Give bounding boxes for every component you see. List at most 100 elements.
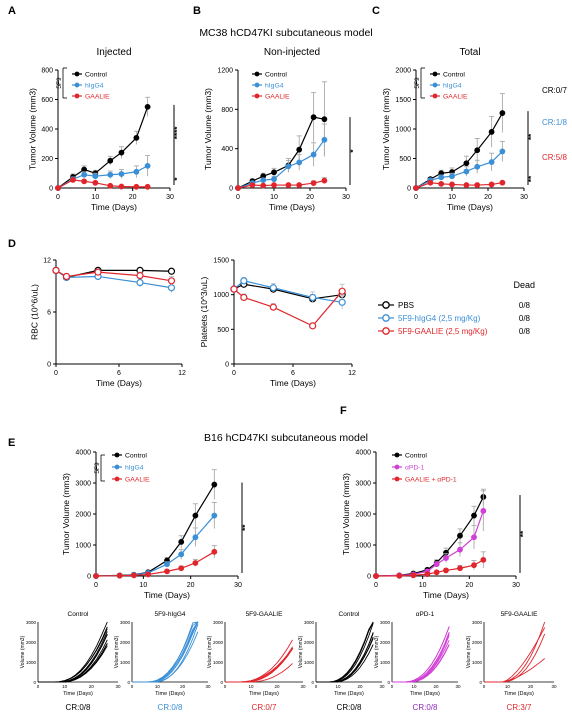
y-tick-label: 0	[479, 680, 482, 685]
cr-label: CR:0/8	[413, 703, 438, 712]
y-tick-label: 2000	[395, 68, 411, 75]
data-point	[285, 163, 292, 170]
data-point	[192, 512, 199, 519]
x-tick-label: 10	[448, 194, 456, 201]
individual-plot-f1: Control 0 1000 2000 3000 0 10 20 30 Time (Days) Vo…	[298, 611, 385, 712]
legend-label: hIgG4	[85, 83, 104, 90]
legend-marker	[394, 476, 400, 482]
x-tick-label: 6	[291, 370, 295, 377]
legend-marker	[382, 301, 390, 309]
data-point	[167, 277, 176, 285]
individual-curve	[225, 646, 293, 683]
x-tick-label: 10	[155, 684, 161, 689]
x-tick-label: 10	[335, 684, 341, 689]
y-axis-label: RBC (10^6/uL)	[30, 284, 40, 340]
data-point	[192, 560, 199, 566]
x-tick-label: 0	[131, 684, 134, 689]
y-tick-label: 4000	[355, 450, 371, 457]
data-point	[310, 114, 317, 121]
data-point	[118, 171, 125, 177]
y-tick-label: 2000	[355, 512, 371, 519]
data-point	[144, 162, 151, 169]
y-tick-label: 0	[387, 680, 390, 685]
data-point	[240, 293, 248, 302]
series-gaalie-pd-1	[373, 551, 487, 579]
cr-label: CR:5/8	[542, 153, 567, 162]
legend-marker	[432, 71, 438, 77]
x-axis-label: Time (Days)	[334, 691, 364, 697]
y-tick-label: 0	[367, 574, 371, 581]
y-tick-label: 2000	[304, 640, 315, 645]
individual-plot-title: 5F9-hIgG4	[154, 611, 185, 618]
y-tick-label: 1000	[213, 292, 229, 299]
individual-plot-title: 5F9-GAALIE	[501, 611, 539, 618]
y-tick-label: 200	[41, 156, 53, 163]
legend-label: hIgG4	[125, 465, 144, 472]
data-point	[81, 178, 88, 185]
y-tick-label: 0	[311, 680, 314, 685]
legend-label: 5F9-GAALIE (2,5 mg/Kg)	[398, 327, 488, 336]
y-tick-label: 4000	[75, 450, 91, 457]
data-point	[488, 129, 495, 135]
data-point	[499, 148, 506, 155]
y-tick-label: 500	[399, 156, 411, 163]
series-line	[375, 496, 484, 577]
data-point	[413, 185, 419, 191]
x-tick-label: 0	[391, 684, 394, 689]
antibody-label: 5F9	[56, 77, 63, 89]
data-point	[133, 183, 140, 190]
individual-curve	[132, 621, 199, 683]
x-tick-label: 20	[484, 194, 492, 201]
series-gaalie	[93, 545, 218, 579]
y-tick-label: 0	[47, 362, 51, 369]
y-tick-label: 0	[220, 680, 223, 685]
data-point	[474, 182, 481, 188]
individual-plot-title: Control	[68, 611, 90, 618]
x-axis-label: Time (Days)	[91, 202, 137, 212]
y-axis-label: Tumor Volume (mm3)	[341, 473, 351, 555]
data-point	[81, 171, 88, 178]
data-point	[92, 173, 99, 180]
y-axis-label: Volume (mm3)	[374, 635, 380, 668]
x-tick-label: 20	[180, 684, 186, 689]
data-point	[463, 168, 470, 175]
data-point	[449, 181, 455, 188]
chart-d2: 0 500 1000 1500 0 6 12 Time (Days) Platelets (10…	[199, 258, 535, 389]
x-tick-label: 0	[414, 194, 418, 201]
y-tick-label: 2000	[380, 640, 391, 645]
y-tick-label: 0	[127, 680, 130, 685]
x-tick-label: 30	[205, 684, 211, 689]
data-point	[296, 146, 303, 153]
data-point	[296, 182, 303, 188]
legend-marker	[74, 71, 80, 77]
data-point	[433, 569, 440, 576]
y-tick-label: 0	[229, 186, 233, 193]
legend-marker	[382, 314, 390, 322]
x-tick-label: 12	[178, 370, 186, 377]
y-axis-label: Volume (mm3)	[207, 635, 213, 668]
y-tick-label: 1000	[380, 660, 391, 665]
series-gaalie	[413, 179, 506, 191]
cr-label: CR:0/7	[542, 86, 567, 95]
x-tick-label: 20	[528, 684, 534, 689]
individual-plot-e1: Control 0 1000 2000 3000 0 10 20 30 Time (Days) Vo…	[20, 611, 121, 712]
data-point	[118, 149, 125, 156]
data-point	[480, 507, 487, 514]
data-point	[338, 287, 346, 295]
y-tick-label: 3000	[120, 620, 131, 625]
series-line	[237, 116, 325, 189]
individual-curve	[392, 644, 450, 683]
data-point	[116, 572, 123, 579]
y-tick-label: 400	[41, 127, 53, 134]
data-point	[296, 159, 303, 166]
legend-label: Control	[265, 72, 287, 79]
data-point	[260, 182, 267, 189]
data-point	[211, 548, 218, 555]
x-tick-label: 30	[379, 684, 385, 689]
data-point	[144, 183, 151, 190]
data-point	[271, 176, 277, 183]
data-point	[488, 159, 495, 165]
series-gaalie	[55, 176, 151, 191]
legend-dead-value: 0/8	[519, 301, 531, 310]
data-point	[133, 134, 140, 141]
